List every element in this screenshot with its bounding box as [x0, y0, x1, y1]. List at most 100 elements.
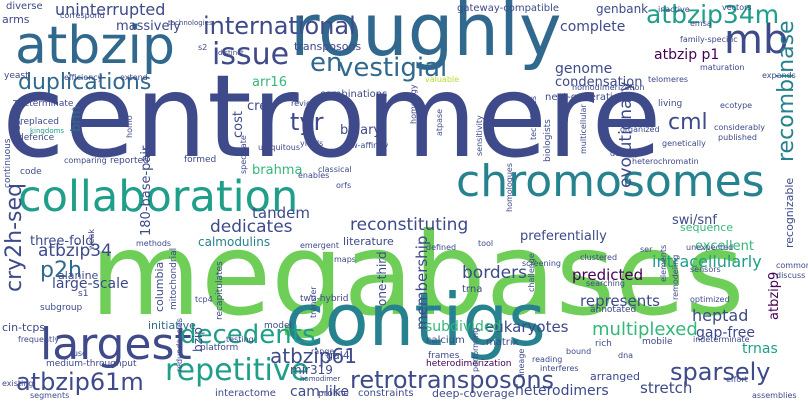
word-chromosomes: chromosomes [456, 156, 765, 207]
word-eukaryotes: eukaryotes [485, 318, 569, 336]
word-elements: elements [659, 244, 668, 282]
word-cin-tcps: cin-tcps [2, 321, 46, 334]
word-telomeres: telomeres [648, 75, 689, 84]
word-homodimerization: homodimerization [572, 83, 645, 92]
word-platform: platform [200, 343, 239, 353]
word-recognizable: recognizable [783, 177, 796, 248]
word-yeast: yeast [4, 71, 29, 81]
word-formed: formed [184, 155, 217, 165]
word-protoplast: protoplast [261, 93, 270, 134]
word-review: review [291, 99, 318, 108]
word-sensitivity: sensitivity [475, 115, 484, 156]
word-lineage: lineage [517, 348, 526, 378]
word-brahma: brahma [252, 163, 303, 178]
word-recombinase: recombinase [774, 20, 799, 162]
word-comparing: comparing [64, 156, 107, 165]
word-ecotype: ecotype [720, 101, 753, 110]
word-gateway-compatible: gateway-compatible [457, 3, 560, 14]
word-orfs: orfs [336, 181, 352, 190]
word-cml: cml [668, 110, 708, 135]
word-considerably: considerably [714, 123, 765, 132]
word-speculate: speculate [239, 135, 248, 174]
word-transposons: transposons [294, 40, 362, 53]
word-atbzip-p1: atbzip p1 [654, 47, 720, 63]
word-swi-snf: swi/snf [672, 213, 717, 228]
word-tandem: tandem [252, 204, 310, 222]
word-homology: homology [409, 84, 418, 124]
word-reading: reading [532, 355, 563, 364]
word-bound: bound [566, 347, 592, 356]
word-massively: massively [116, 19, 181, 34]
word-heterodimers: heterodimers [515, 383, 609, 399]
word-arr16: arr16 [252, 75, 287, 90]
word-predicted: predicted [572, 266, 644, 284]
word-heterochromatin: heterochromatin [632, 157, 699, 166]
word-repetitive: repetitive [165, 353, 310, 388]
word-clustered: clustered [580, 253, 618, 262]
word-next-generation: next-generation [545, 92, 626, 103]
word-reconstituting: reconstituting [350, 215, 469, 235]
word-expands: expands [762, 71, 796, 80]
word-atbzip34m: atbzip34m [646, 0, 780, 29]
word-genbank: genbank [596, 2, 649, 16]
word-frames: frames [428, 351, 460, 361]
word-proline: proline [318, 389, 349, 399]
word-atbzip: atbzip [15, 16, 176, 76]
word-arms: arms [2, 13, 30, 26]
word-emsa: emsa [690, 19, 712, 28]
word-large-scale: large-scale [52, 276, 129, 292]
word-valuable: valuable [425, 75, 460, 84]
word-model: model [264, 321, 293, 331]
word-interferes: interferes [540, 364, 579, 373]
word-subgroup: subgroup [40, 303, 83, 313]
word-trnas: trnas [742, 341, 778, 357]
word-kingdoms: kingdoms [30, 127, 65, 135]
word-published: published [718, 133, 757, 142]
word-medium-throughput: medium-throughput [46, 359, 137, 369]
word-organized: organized [620, 125, 660, 134]
word-replaced: replaced [20, 117, 59, 127]
word-atbzip9: atbzip9 [767, 271, 782, 320]
word-issue: issue [212, 37, 290, 72]
word-annotated: annotated [590, 305, 637, 315]
word-largest: largest [40, 319, 192, 370]
word-cre: cre [247, 99, 268, 114]
word-borders: borders [462, 263, 527, 283]
word-columbia: columbia [153, 261, 166, 312]
word-stretch: stretch [640, 379, 693, 397]
word-preferentially: preferentially [520, 229, 607, 244]
word-multicellular: multicellular [579, 104, 588, 154]
word-complete: complete [560, 19, 626, 35]
word-roughly: roughly [290, 0, 562, 72]
word-atpase: atpase [435, 108, 444, 136]
word-indeterminate: indeterminate [693, 335, 750, 344]
word-maps: maps [334, 255, 356, 264]
word-intracellularly: intracellularly [652, 252, 762, 271]
word-mobile: mobile [642, 337, 673, 347]
word-classical: classical [318, 165, 352, 174]
word-evolutionary: evolutionary [616, 81, 636, 188]
word-brm: brm [69, 105, 84, 132]
word-tool: tool [478, 239, 494, 248]
word-density: density [610, 149, 640, 158]
word-biologists: biologists [543, 119, 553, 162]
word-atbzip61m: atbzip61m [16, 368, 144, 396]
word-extend: extend [120, 73, 148, 82]
word-initiative: initiative [148, 319, 196, 332]
word-defined: defined [426, 243, 457, 252]
word-combinations: combinations [320, 89, 388, 100]
word-atbzip34: atbzip34 [38, 241, 112, 261]
word-diverse: diverse [6, 1, 43, 12]
word-multiplexed: multiplexed [592, 319, 698, 340]
word-frequently: frequently [18, 335, 60, 344]
word-searching: searching [586, 279, 625, 288]
word-discuss: discuss [776, 271, 806, 280]
word-three-fold: three-fold [30, 234, 94, 249]
word-challenge: challenge [527, 253, 536, 292]
word-prepared: prepared [13, 99, 23, 140]
word-interactome: interactome [215, 388, 276, 399]
word-duplications: duplications [18, 70, 152, 95]
word-binary: binary [340, 123, 382, 138]
word-calmodulins: calmodulins [198, 235, 271, 249]
